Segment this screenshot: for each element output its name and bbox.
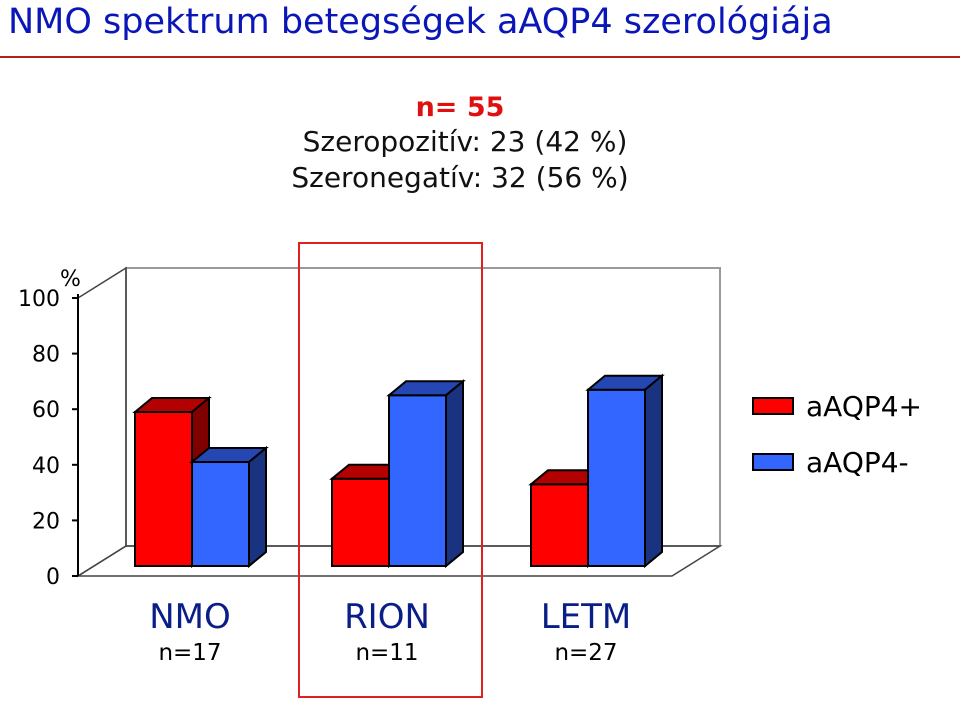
category-name: NMO xyxy=(149,597,231,637)
highlight-box-rion xyxy=(298,242,483,698)
bar-rion-positive xyxy=(331,477,390,568)
chart-legend: aAQP4+ aAQP4- xyxy=(752,378,922,490)
bar-nmo-positive xyxy=(134,410,193,568)
y-tick-label: 40 xyxy=(32,454,60,479)
summary-stats: n= 55 Szeropozitív: 23 (42 %) Szeronegat… xyxy=(0,92,960,196)
seropositive-summary: Szeropozitív: 23 (42 %) xyxy=(302,125,628,158)
legend-label-positive: aAQP4+ xyxy=(806,389,923,423)
sample-size: n= 55 xyxy=(415,92,505,123)
category-count: n=17 xyxy=(158,640,222,666)
legend-label-negative: aAQP4- xyxy=(806,445,909,479)
category-count: n=11 xyxy=(355,640,419,666)
bar-rion-negative xyxy=(388,394,447,567)
chart-side-wall xyxy=(77,266,127,578)
bar-side-face xyxy=(248,445,267,569)
legend-swatch-positive xyxy=(752,397,794,415)
category-label-letm: LETM n=27 xyxy=(511,596,661,668)
page-title: NMO spektrum betegségek aAQP4 szerológiá… xyxy=(8,2,833,42)
title-divider xyxy=(0,56,960,58)
legend-item-negative: aAQP4- xyxy=(752,434,922,490)
category-name: LETM xyxy=(540,597,632,637)
category-label-nmo: NMO n=17 xyxy=(115,596,265,668)
bar-letm-negative xyxy=(587,388,646,567)
bar-nmo-negative xyxy=(191,461,250,567)
category-label-rion: RION n=11 xyxy=(312,596,462,668)
y-tick-label: 0 xyxy=(46,565,60,590)
y-axis-label: % xyxy=(60,267,81,292)
category-count: n=27 xyxy=(554,640,618,666)
legend-item-positive: aAQP4+ xyxy=(752,378,922,434)
y-tick-label: 100 xyxy=(18,287,60,312)
seronegative-summary: Szeronegatív: 32 (56 %) xyxy=(291,161,629,194)
y-tick-label: 60 xyxy=(32,398,60,423)
category-name: RION xyxy=(344,597,430,637)
y-tick-label: 80 xyxy=(32,343,60,368)
legend-swatch-negative xyxy=(752,453,794,471)
bar-letm-positive xyxy=(530,483,589,568)
bar-side-face xyxy=(644,373,663,569)
bar-side-face xyxy=(445,379,464,569)
y-tick-label: 20 xyxy=(32,509,60,534)
